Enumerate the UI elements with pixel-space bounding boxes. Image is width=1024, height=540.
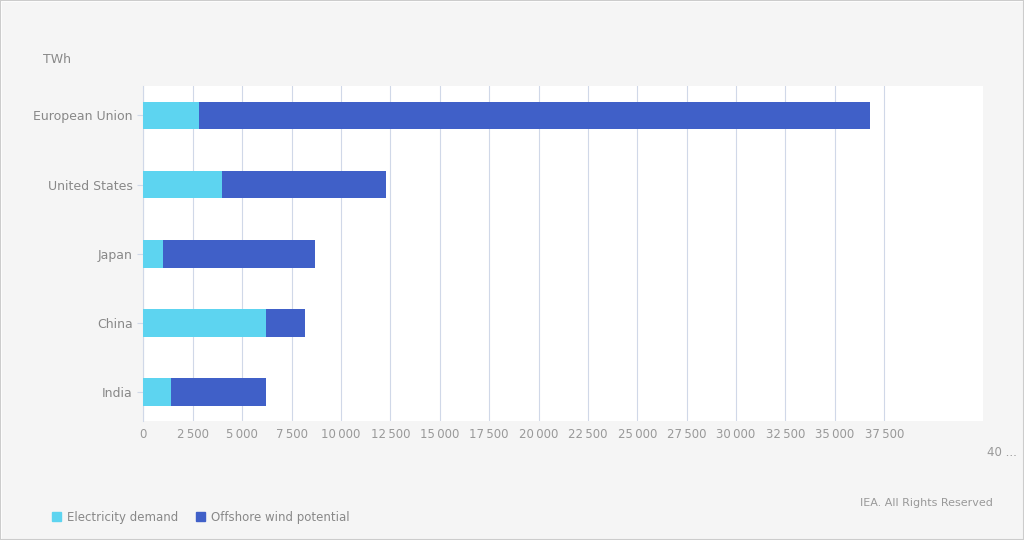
Bar bbox=[171, 379, 266, 406]
Text: TWh: TWh bbox=[43, 53, 71, 66]
Bar bbox=[163, 240, 315, 268]
Bar bbox=[199, 102, 870, 129]
Bar bbox=[143, 102, 199, 129]
Text: 40 ...: 40 ... bbox=[987, 446, 1017, 459]
Legend: Electricity demand, Offshore wind potential: Electricity demand, Offshore wind potent… bbox=[47, 507, 354, 529]
Bar bbox=[143, 309, 266, 337]
Bar bbox=[266, 309, 305, 337]
Bar bbox=[143, 171, 222, 199]
Bar bbox=[143, 379, 171, 406]
Text: IEA. All Rights Reserved: IEA. All Rights Reserved bbox=[860, 497, 993, 508]
Bar bbox=[143, 240, 163, 268]
Bar bbox=[222, 171, 386, 199]
